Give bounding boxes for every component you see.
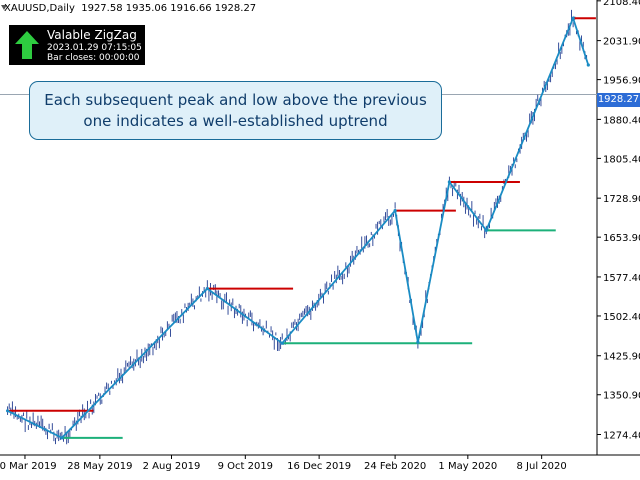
symbol-dropdown-icon[interactable] [1, 5, 7, 10]
y-tick-label: 2108.40 [603, 0, 640, 8]
up-arrow-icon [15, 31, 39, 59]
indicator-name: Valable ZigZag [47, 28, 137, 42]
x-tick-label: 16 Dec 2019 [287, 461, 351, 472]
current-price-tag: 1928.27 [597, 93, 640, 107]
y-tick-label: 1805.40 [603, 154, 640, 165]
y-tick-label: 2031.90 [603, 37, 640, 48]
zigzag-point [586, 63, 590, 67]
zigzag-point [484, 228, 488, 232]
x-tick-label: 28 May 2019 [67, 461, 132, 472]
y-tick-label: 1274.40 [603, 431, 640, 442]
callout-line-1: Each subsequent peak and low above the p… [44, 91, 427, 109]
x-tick-label: 20 Mar 2019 [0, 461, 57, 472]
x-tick-label: 9 Oct 2019 [218, 461, 273, 472]
y-tick-label: 1502.40 [603, 312, 640, 323]
y-tick-label: 1425.90 [603, 352, 640, 363]
indicator-datetime: 2023.01.29 07:15:05 [47, 43, 142, 53]
y-tick-label: 1653.90 [603, 233, 640, 244]
indicator-panel: Valable ZigZag 2023.01.29 07:15:05 Bar c… [9, 25, 145, 65]
zigzag-point [280, 341, 284, 345]
y-tick-label: 1880.40 [603, 115, 640, 126]
x-tick-label: 24 Feb 2020 [364, 461, 426, 472]
y-tick-label: 1956.90 [603, 76, 640, 87]
x-tick-label: 2 Aug 2019 [143, 461, 201, 472]
zigzag-point [60, 436, 64, 440]
y-tick-label: 1350.90 [603, 391, 640, 402]
zigzag-point [205, 287, 209, 291]
symbol-header: XAUUSD,Daily 1927.58 1935.06 1916.66 192… [4, 3, 257, 14]
zigzag-point [393, 209, 397, 213]
x-tick-label: 1 May 2020 [438, 461, 497, 472]
annotation-callout: Each subsequent peak and low above the p… [29, 81, 442, 140]
zigzag-point [5, 409, 10, 413]
zigzag-point [447, 180, 451, 184]
y-tick-label: 1577.40 [603, 273, 640, 284]
x-tick-label: 8 Jul 2020 [517, 461, 567, 472]
zigzag-point [416, 340, 420, 344]
indicator-bar-closes: Bar closes: 00:00:00 [47, 53, 140, 63]
zigzag-point [571, 16, 575, 20]
y-tick-label: 1728.90 [603, 194, 640, 205]
callout-line-2: one indicates a well-established uptrend [83, 112, 388, 130]
zigzag-line [7, 15, 590, 439]
